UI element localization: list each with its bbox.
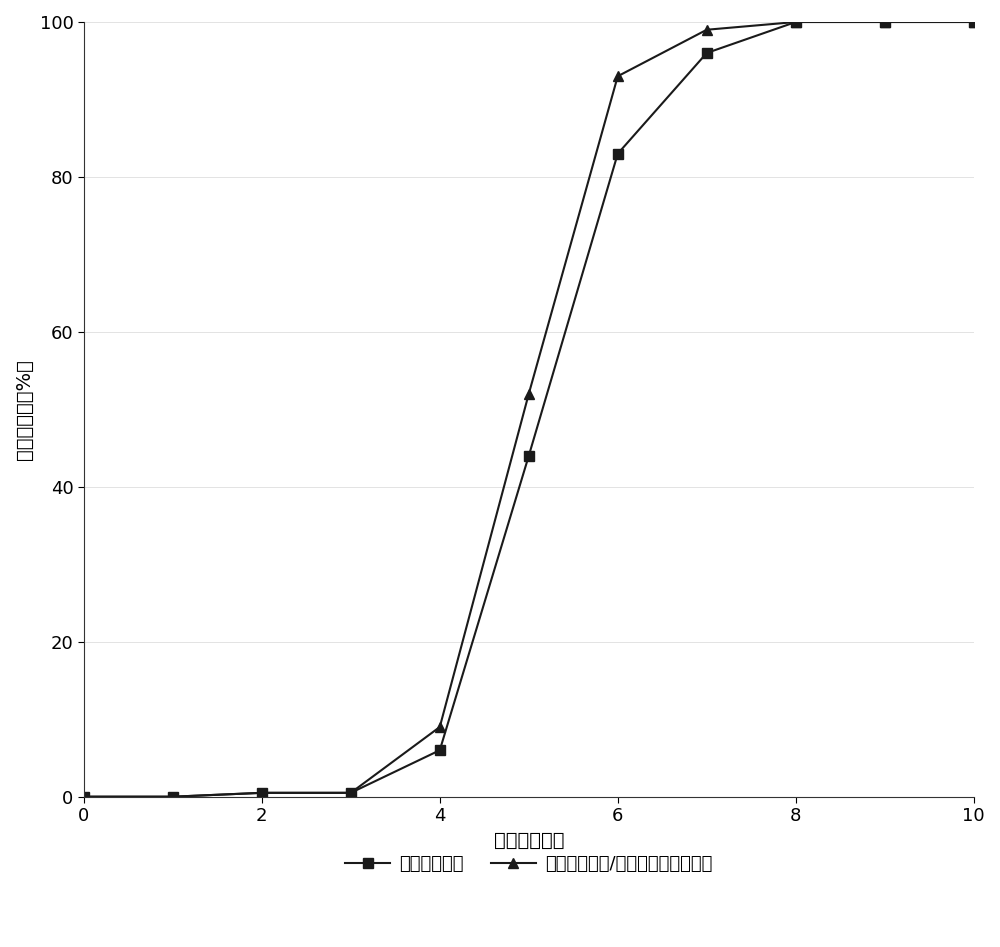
水溶性致孔剂/非水溶性致孔剂混合 [78, 791, 90, 802]
Y-axis label: 累积释放度（%）: 累积释放度（%） [15, 359, 34, 460]
Legend: 水溶性致孔剂, 水溶性致孔剂/非水溶性致孔剂混合: 水溶性致孔剂, 水溶性致孔剂/非水溶性致孔剂混合 [338, 849, 720, 881]
水溶性致孔剂 [434, 744, 446, 756]
水溶性致孔剂/非水溶性致孔剂混合 [167, 791, 179, 802]
水溶性致孔剂/非水溶性致孔剂混合 [256, 787, 268, 798]
水溶性致孔剂 [879, 16, 891, 27]
Line: 水溶性致孔剂/非水溶性致孔剂混合: 水溶性致孔剂/非水溶性致孔剂混合 [79, 17, 979, 801]
水溶性致孔剂 [701, 47, 713, 59]
Line: 水溶性致孔剂: 水溶性致孔剂 [79, 17, 979, 801]
水溶性致孔剂/非水溶性致孔剂混合 [612, 70, 624, 81]
水溶性致孔剂/非水溶性致孔剂混合 [968, 16, 980, 27]
水溶性致孔剂 [345, 787, 357, 798]
水溶性致孔剂/非水溶性致孔剂混合 [879, 16, 891, 27]
水溶性致孔剂 [256, 787, 268, 798]
水溶性致孔剂/非水溶性致孔剂混合 [790, 16, 802, 27]
水溶性致孔剂/非水溶性致孔剂混合 [523, 388, 535, 400]
水溶性致孔剂 [968, 16, 980, 27]
水溶性致孔剂/非水溶性致孔剂混合 [345, 787, 357, 798]
水溶性致孔剂 [167, 791, 179, 802]
水溶性致孔剂/非水溶性致孔剂混合 [701, 24, 713, 35]
水溶性致孔剂 [523, 450, 535, 461]
水溶性致孔剂 [790, 16, 802, 27]
X-axis label: 时间（小时）: 时间（小时） [494, 831, 564, 849]
水溶性致孔剂 [612, 148, 624, 159]
水溶性致孔剂/非水溶性致孔剂混合 [434, 722, 446, 733]
水溶性致孔剂 [78, 791, 90, 802]
